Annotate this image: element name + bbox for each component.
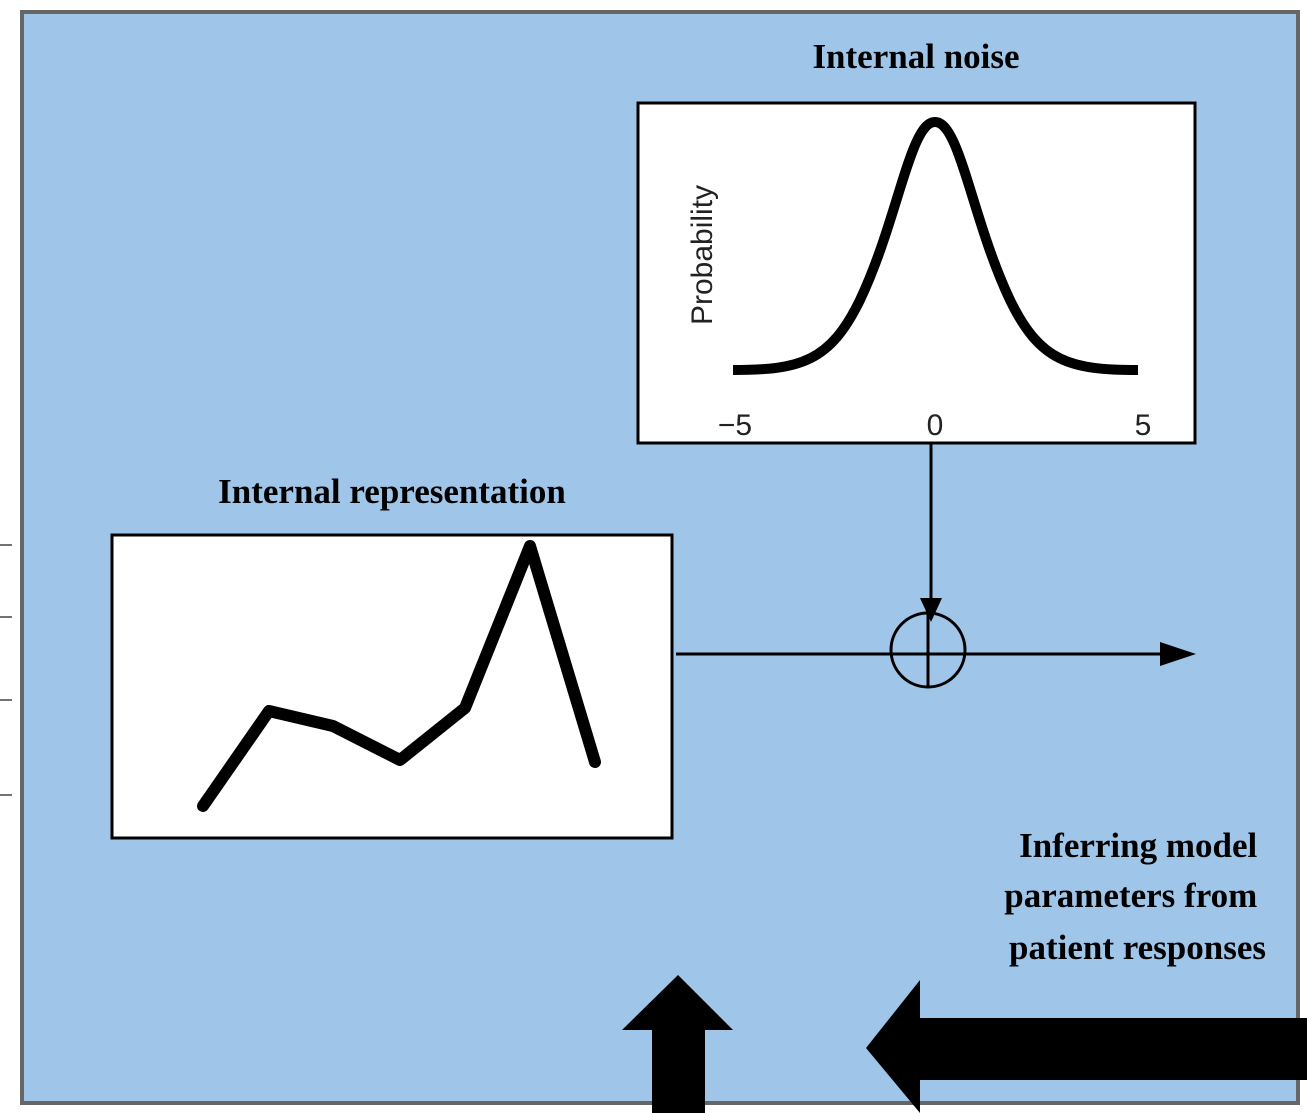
inference-note: Inferring model parameters from patient … bbox=[1004, 826, 1266, 967]
x-tick-label: −5 bbox=[718, 409, 752, 442]
representation-title: Internal representation bbox=[218, 472, 566, 511]
gaussian-curve bbox=[732, 116, 1139, 375]
noise-title: Internal noise bbox=[812, 37, 1019, 76]
x-tick-label: 0 bbox=[927, 409, 944, 442]
representation-box bbox=[110, 533, 674, 840]
margin-ticks bbox=[0, 544, 12, 796]
x-tick-label: 5 bbox=[1135, 409, 1152, 442]
arrow-head bbox=[1160, 642, 1196, 666]
noise-box bbox=[636, 101, 1197, 445]
note-line: parameters from bbox=[1004, 876, 1257, 915]
note-line: patient responses bbox=[1009, 928, 1266, 967]
left-arrow bbox=[866, 980, 1307, 1113]
representation-line bbox=[197, 540, 601, 812]
note-line: Inferring model bbox=[1019, 826, 1257, 865]
up-arrow bbox=[622, 975, 733, 1113]
y-label: Probability bbox=[686, 185, 719, 325]
arrow-head bbox=[920, 598, 942, 622]
